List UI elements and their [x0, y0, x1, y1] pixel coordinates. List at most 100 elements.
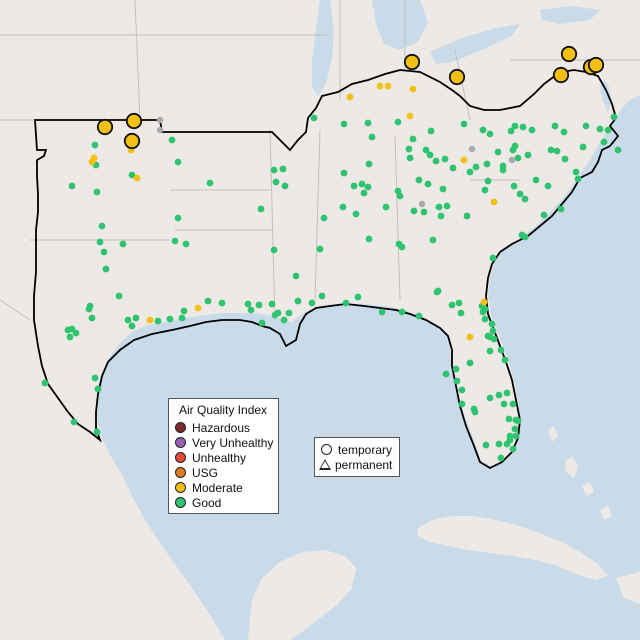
- monitor-marker-good: [433, 288, 441, 296]
- permanent-label: permanent: [335, 457, 393, 472]
- legend-label: Good: [192, 495, 222, 510]
- monitor-marker-good: [483, 160, 491, 168]
- monitor-marker-good: [268, 300, 276, 308]
- monitor-marker-good: [415, 176, 423, 184]
- legend-item-permanent: permanent: [319, 457, 392, 472]
- monitor-marker-good: [128, 322, 136, 330]
- monitor-type-legend: temporary permanent: [314, 437, 400, 477]
- monitor-marker-good: [166, 315, 174, 323]
- monitor-marker-moderate: [384, 82, 392, 90]
- monitor-marker-good: [437, 212, 445, 220]
- monitor-marker-moderate: [133, 174, 141, 182]
- monitor-marker-good: [119, 240, 127, 248]
- monitor-marker-good: [154, 317, 162, 325]
- monitor-marker-good: [100, 248, 108, 256]
- monitor-marker-good: [455, 299, 463, 307]
- monitor-marker-good: [102, 265, 110, 273]
- monitor-marker-good: [519, 123, 527, 131]
- monitor-marker-good: [532, 176, 540, 184]
- lake-ontario: [540, 6, 600, 24]
- monitor-marker-good: [41, 379, 49, 387]
- monitor-marker-good: [182, 240, 190, 248]
- monitor-marker-good: [466, 168, 474, 176]
- monitor-marker-good: [415, 312, 423, 320]
- monitor-marker-good: [579, 143, 587, 151]
- legend-item-hazardous: Hazardous: [175, 420, 250, 435]
- monitor-marker-good: [540, 211, 548, 219]
- good-swatch: [175, 497, 186, 508]
- monitor-marker-good: [495, 391, 503, 399]
- monitor-marker-good: [365, 160, 373, 168]
- monitor-marker-good: [85, 305, 93, 313]
- monitor-marker-good: [72, 329, 80, 337]
- monitor-marker-good: [360, 189, 368, 197]
- monitor-marker-good: [350, 182, 358, 190]
- monitor-marker-good: [398, 243, 406, 251]
- monitor-marker-good: [448, 301, 456, 309]
- monitor-marker-good: [174, 158, 182, 166]
- monitor-marker-good: [435, 203, 443, 211]
- monitor-marker-good: [509, 400, 517, 408]
- monitor-marker-good: [340, 120, 348, 128]
- monitor-marker-good: [405, 145, 413, 153]
- very-unhealthy-swatch: [175, 437, 186, 448]
- monitor-marker-good: [406, 154, 414, 162]
- monitor-marker-good: [442, 370, 450, 378]
- hazardous-swatch: [175, 422, 186, 433]
- region-border: [33, 69, 620, 470]
- monitor-marker-good: [178, 314, 186, 322]
- monitor-marker-good: [96, 238, 104, 246]
- monitor-marker-good: [481, 186, 489, 194]
- chesapeake-bay: [600, 80, 612, 112]
- legend-label: Very Unhealthy: [192, 435, 274, 450]
- monitor-marker-good: [458, 386, 466, 394]
- monitor-marker-good: [427, 127, 435, 135]
- monitor-marker-good: [495, 440, 503, 448]
- monitor-marker-good: [443, 202, 451, 210]
- land-yucatan: [248, 550, 356, 640]
- monitor-marker-good: [506, 432, 514, 440]
- monitor-marker-good: [354, 293, 362, 301]
- monitor-marker-good: [614, 146, 622, 154]
- land-bahamas: [548, 426, 612, 520]
- monitor-marker-good: [279, 165, 287, 173]
- monitor-marker-good: [439, 185, 447, 193]
- monitor-marker-good: [432, 157, 440, 165]
- monitor-marker-good: [422, 146, 430, 154]
- aqi-legend-title: Air Quality Index: [179, 403, 268, 417]
- monitor-marker-good: [610, 113, 618, 121]
- monitor-marker-good: [91, 374, 99, 382]
- monitor-marker-good: [292, 272, 300, 280]
- monitor-marker-good: [398, 308, 406, 316]
- monitor-marker-good: [503, 440, 511, 448]
- monitor-marker-good: [524, 151, 532, 159]
- monitor-marker-good: [470, 405, 478, 413]
- monitor-marker-moderate: [376, 82, 384, 90]
- monitor-marker-moderate-temporary: [587, 56, 605, 74]
- monitor-marker-good: [352, 210, 360, 218]
- monitor-marker-good: [497, 454, 505, 462]
- monitor-marker-good: [509, 445, 517, 453]
- monitor-marker-good: [486, 130, 494, 138]
- unhealthy-swatch: [175, 452, 186, 463]
- legend-item-good: Good: [175, 495, 221, 510]
- legend-item-usg: USG: [175, 465, 218, 480]
- monitor-marker-good: [409, 135, 417, 143]
- monitor-marker-moderate-temporary: [560, 45, 578, 63]
- land-hispaniola: [616, 572, 640, 604]
- monitor-marker-good: [488, 320, 496, 328]
- monitor-marker-good: [582, 122, 590, 130]
- monitor-marker-good: [521, 233, 529, 241]
- monitor-marker-good: [604, 126, 612, 134]
- temporary-label: temporary: [338, 442, 393, 457]
- monitor-marker-moderate: [460, 156, 468, 164]
- monitor-marker-good: [70, 418, 78, 426]
- monitor-marker-good: [486, 394, 494, 402]
- monitor-marker-good: [452, 365, 460, 373]
- monitor-marker-moderate: [346, 93, 354, 101]
- monitor-marker-good: [93, 188, 101, 196]
- monitor-marker-good: [272, 178, 280, 186]
- monitor-marker-good: [484, 177, 492, 185]
- monitor-marker-moderate-temporary: [123, 132, 141, 150]
